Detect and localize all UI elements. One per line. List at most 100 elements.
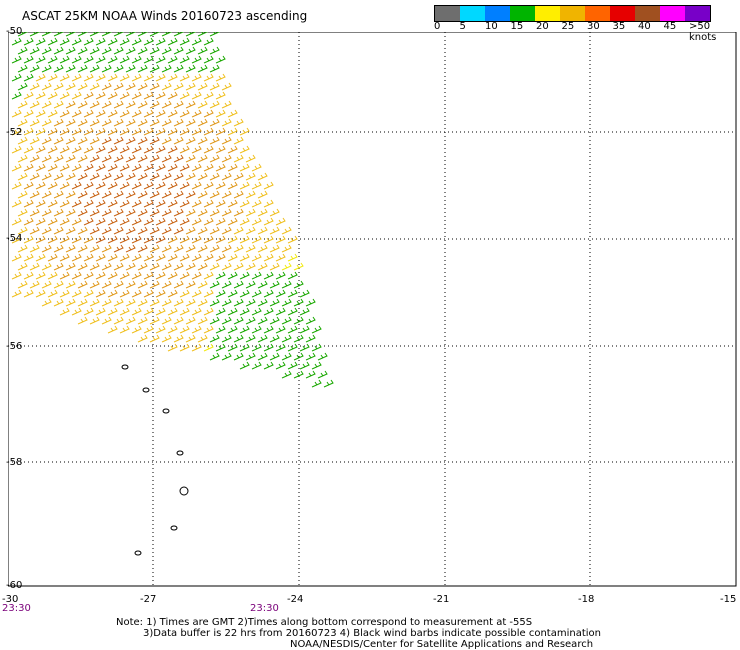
- wind-barb: [125, 118, 136, 127]
- wind-barb: [293, 280, 304, 289]
- wind-barb: [275, 343, 286, 352]
- wind-barb: [311, 361, 322, 370]
- wind-barb: [59, 109, 70, 118]
- colorbar-label: 20: [536, 21, 549, 32]
- wind-barb: [113, 100, 124, 109]
- wind-barb: [101, 280, 112, 289]
- wind-barb: [53, 280, 64, 289]
- wind-barb: [233, 298, 244, 307]
- wind-barb: [29, 154, 40, 163]
- colorbar-label: 5: [459, 21, 466, 32]
- wind-barb: [143, 91, 154, 100]
- wind-barb: [107, 73, 118, 82]
- wind-barb: [41, 32, 52, 37]
- wind-barb: [65, 190, 76, 199]
- wind-barb: [71, 163, 82, 172]
- colorbar-cell: [635, 6, 660, 21]
- wind-barb: [167, 253, 178, 262]
- wind-barb: [221, 136, 232, 145]
- wind-barb: [191, 73, 202, 82]
- wind-barb: [185, 32, 196, 37]
- wind-barb: [59, 37, 70, 46]
- wind-barb: [53, 64, 64, 73]
- wind-barb: [239, 307, 250, 316]
- wind-barb: [197, 280, 208, 289]
- wind-barb: [209, 280, 220, 289]
- wind-barb: [95, 73, 106, 82]
- wind-barb: [143, 253, 154, 262]
- colorbar-cell: [510, 6, 535, 21]
- wind-barb: [131, 289, 142, 298]
- wind-barb: [71, 127, 82, 136]
- wind-barb: [215, 163, 226, 172]
- wind-barb: [137, 64, 148, 73]
- wind-barb: [149, 64, 160, 73]
- wind-barb: [179, 127, 190, 136]
- wind-barb: [41, 136, 52, 145]
- wind-barb: [101, 262, 112, 271]
- wind-barb: [149, 208, 160, 217]
- wind-barb: [107, 181, 118, 190]
- wind-barb: [269, 262, 280, 271]
- wind-barb: [173, 244, 184, 253]
- wind-barb: [95, 181, 106, 190]
- wind-barb: [35, 253, 46, 262]
- wind-barb: [23, 199, 34, 208]
- wind-barb: [59, 253, 70, 262]
- wind-barb: [89, 280, 100, 289]
- wind-barb: [35, 73, 46, 82]
- wind-barb: [107, 289, 118, 298]
- wind-barb: [17, 32, 28, 37]
- wind-barb: [191, 343, 202, 352]
- wind-barb: [23, 73, 34, 82]
- colorbar-label: 25: [561, 21, 575, 32]
- wind-barb: [29, 244, 40, 253]
- wind-barb: [119, 289, 130, 298]
- wind-barb: [41, 64, 52, 73]
- wind-barb: [185, 64, 196, 73]
- wind-barb: [125, 32, 136, 37]
- wind-barb: [251, 289, 262, 298]
- y-label-58: -58: [6, 457, 23, 468]
- wind-barb: [137, 82, 148, 91]
- wind-barb: [281, 280, 292, 289]
- wind-barb: [167, 73, 178, 82]
- wind-barb: [131, 55, 142, 64]
- island-outline: [134, 550, 142, 556]
- wind-barb: [197, 82, 208, 91]
- wind-barb: [95, 145, 106, 154]
- wind-barb: [191, 235, 202, 244]
- wind-barb: [23, 91, 34, 100]
- wind-barb: [311, 379, 322, 388]
- wind-barb: [161, 46, 172, 55]
- wind-barb: [101, 244, 112, 253]
- wind-barb: [251, 271, 262, 280]
- wind-barb: [191, 181, 202, 190]
- wind-barb: [167, 109, 178, 118]
- wind-barb: [221, 352, 232, 361]
- wind-barb: [119, 271, 130, 280]
- wind-barb: [149, 226, 160, 235]
- wind-barb: [257, 262, 268, 271]
- wind-barb: [179, 325, 190, 334]
- wind-barb: [11, 199, 22, 208]
- wind-barb: [227, 235, 238, 244]
- wind-barb: [113, 262, 124, 271]
- wind-barb: [173, 226, 184, 235]
- wind-barb: [125, 136, 136, 145]
- wind-barb: [263, 235, 274, 244]
- wind-barb: [65, 118, 76, 127]
- wind-barb: [167, 271, 178, 280]
- wind-barb: [227, 343, 238, 352]
- wind-barb: [131, 217, 142, 226]
- wind-barb: [203, 55, 214, 64]
- colorbar-label: 0: [434, 21, 441, 32]
- wind-barb: [281, 226, 292, 235]
- wind-barb: [77, 172, 88, 181]
- wind-barb: [155, 73, 166, 82]
- wind-barb: [125, 46, 136, 55]
- wind-barb: [89, 100, 100, 109]
- wind-barb: [65, 64, 76, 73]
- wind-barb: [263, 181, 274, 190]
- wind-barb: [11, 109, 22, 118]
